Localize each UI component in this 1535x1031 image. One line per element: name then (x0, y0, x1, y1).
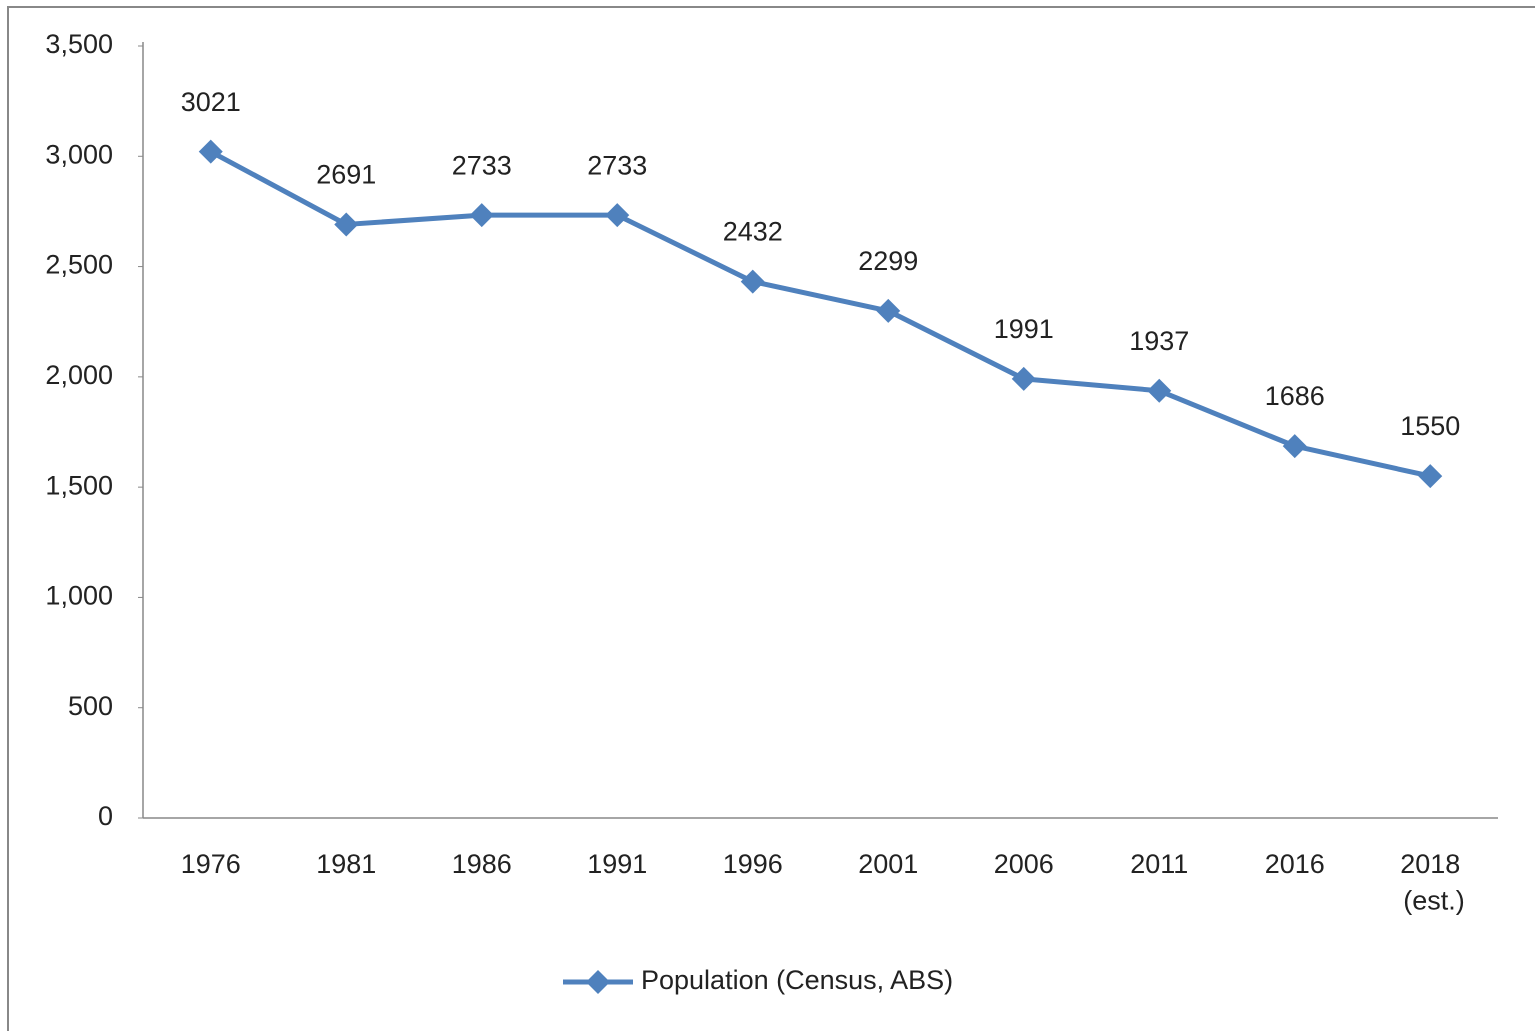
x-tick-label: 1996 (723, 849, 783, 879)
x-tick-label: 2001 (858, 849, 918, 879)
x-tick-label: 2016 (1265, 849, 1325, 879)
x-tick-label: 1976 (181, 849, 241, 879)
y-tick-label: 1,500 (45, 470, 113, 500)
x-tick-label: 2006 (994, 849, 1054, 879)
data-label: 2733 (587, 150, 647, 180)
data-label: 3021 (181, 87, 241, 117)
y-tick-label: 3,000 (45, 139, 113, 169)
point-marker (469, 203, 494, 228)
legend-marker (586, 970, 610, 994)
data-label: 2432 (723, 217, 783, 247)
y-tick-label: 500 (68, 691, 113, 721)
data-label: 2733 (452, 150, 512, 180)
y-tick-label: 2,000 (45, 360, 113, 390)
point-marker (334, 212, 359, 237)
data-label: 1937 (1129, 326, 1189, 356)
y-tick-label: 1,000 (45, 581, 113, 611)
data-label: 1550 (1400, 411, 1460, 441)
x-tick-label: 1981 (316, 849, 376, 879)
x-tick-label: 1991 (587, 849, 647, 879)
x-tick-label: 2011 (1130, 849, 1188, 879)
point-marker (1147, 378, 1172, 403)
data-label: 2691 (316, 160, 376, 190)
y-tick-label: 2,500 (45, 250, 113, 280)
point-marker (1418, 464, 1443, 489)
data-label: 1686 (1265, 381, 1325, 411)
point-marker (1282, 434, 1307, 459)
point-marker (740, 269, 765, 294)
point-marker (876, 298, 901, 323)
y-tick-label: 0 (98, 801, 113, 831)
legend-label: Population (Census, ABS) (641, 965, 953, 995)
x-tick-label: 2018 (est.) (1396, 849, 1465, 915)
data-label: 1991 (994, 314, 1054, 344)
x-tick-label: 1986 (452, 849, 512, 879)
point-marker (605, 203, 630, 228)
point-marker (198, 139, 223, 164)
line-series (209, 149, 1431, 479)
y-tick-label: 3,500 (45, 29, 113, 59)
data-label: 2299 (858, 246, 918, 276)
point-marker (1011, 366, 1036, 391)
